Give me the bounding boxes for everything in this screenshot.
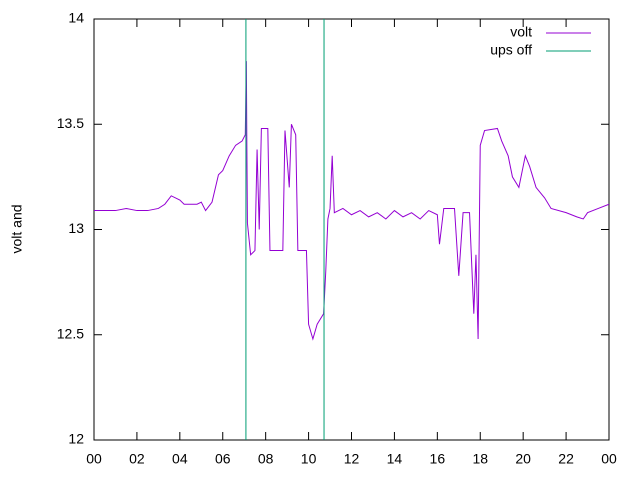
x-tick-label: 14 [387,451,403,467]
y-tick-label: 14 [68,10,84,26]
x-tick-label: 22 [558,451,574,467]
y-tick-label: 13 [68,220,84,236]
y-tick-label: 12 [68,431,84,447]
x-tick-label: 04 [172,451,188,467]
y-tick-label: 12.5 [57,325,84,341]
y-tick-label: 13.5 [57,115,84,131]
series-line [94,61,610,341]
legend-label: ups off [490,42,532,58]
x-tick-label: 08 [258,451,274,467]
x-tick-label: 02 [129,451,145,467]
x-tick-label: 10 [301,451,317,467]
x-tick-label: 00 [601,451,617,467]
series-line [245,19,325,440]
x-tick-label: 20 [515,451,531,467]
x-tick-label: 16 [430,451,446,467]
y-axis-label: volt and [9,204,25,253]
legend-label: volt [510,24,532,40]
x-tick-label: 06 [215,451,231,467]
plot-frame [93,18,610,441]
x-tick-label: 00 [86,451,102,467]
x-tick-label: 18 [472,451,488,467]
x-tick-label: 12 [344,451,360,467]
